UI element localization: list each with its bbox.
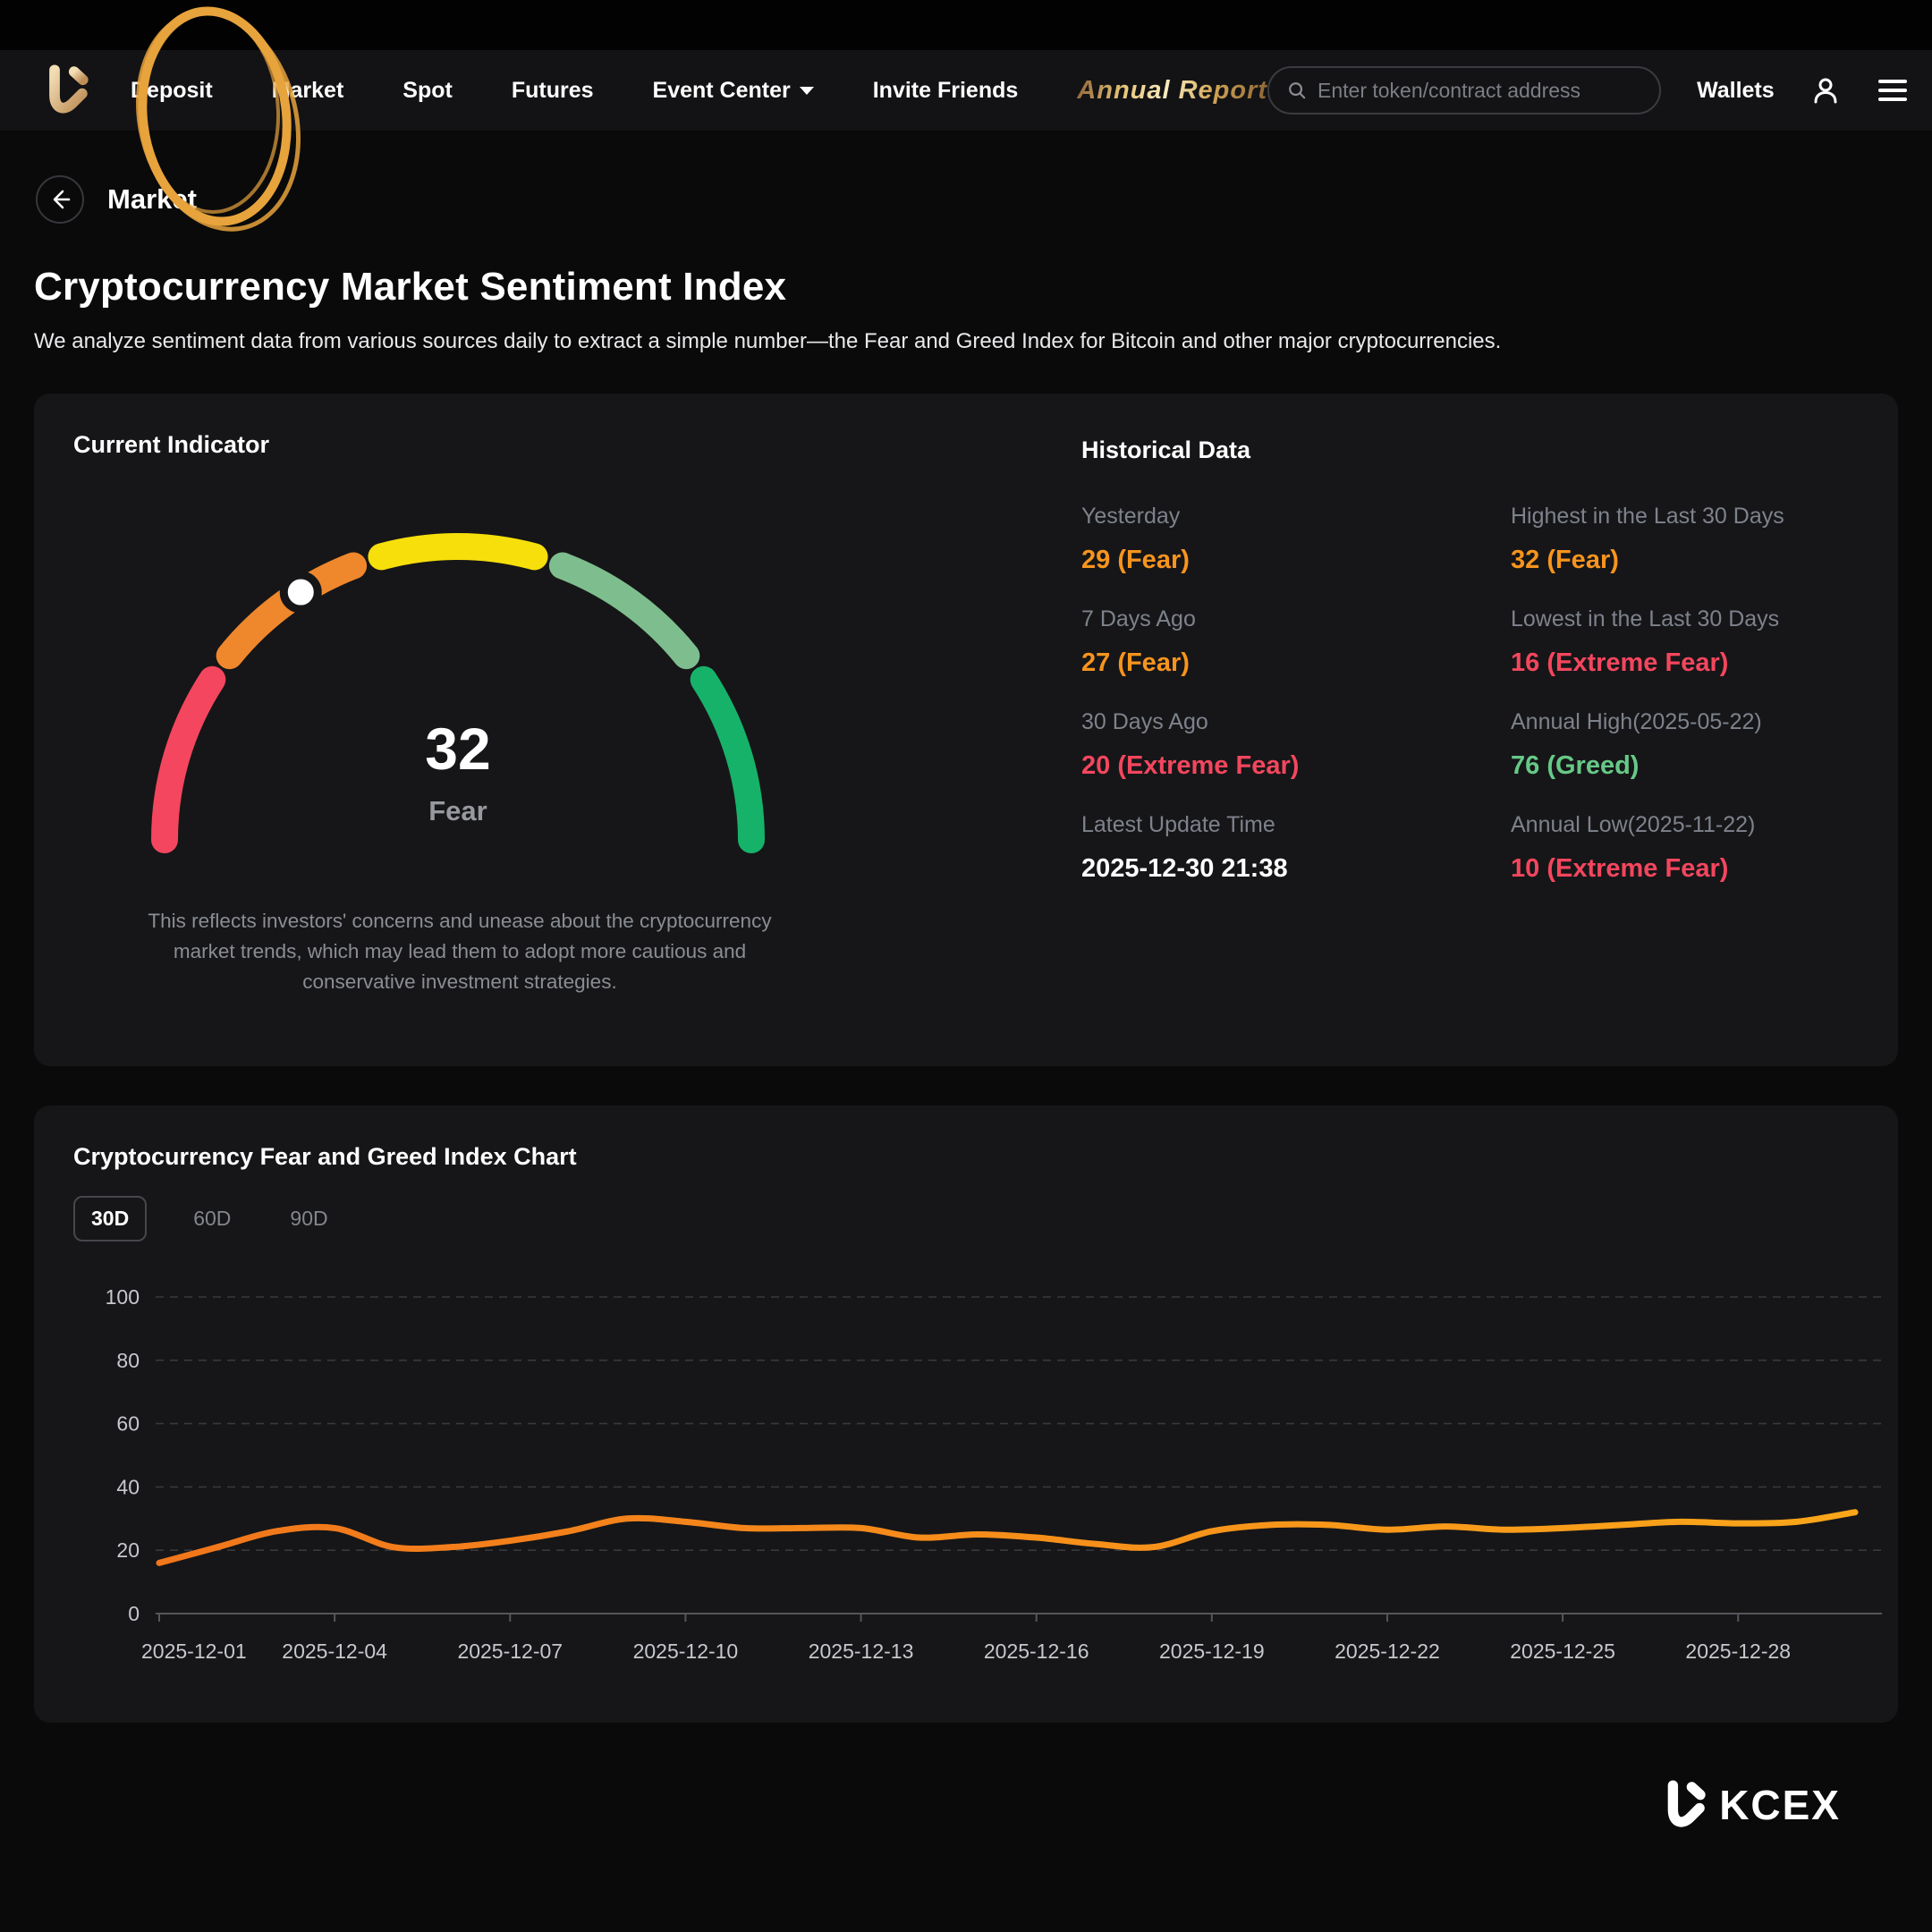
gauge-description: This reflects investors' concerns and un… xyxy=(148,910,772,993)
gauge-value: 32 xyxy=(425,716,491,782)
arrow-left-icon xyxy=(53,190,71,209)
chart-range-tabs: 30D 60D 90D xyxy=(73,1196,1859,1241)
historical-value: 27 (Fear) xyxy=(1081,648,1190,677)
historical-label: 30 Days Ago xyxy=(1081,709,1208,734)
tab-60d[interactable]: 60D xyxy=(181,1198,243,1240)
footer-brand-text: KCEX xyxy=(1719,1782,1841,1828)
historical-value: 16 (Extreme Fear) xyxy=(1511,648,1729,677)
historical-value: 2025-12-30 21:38 xyxy=(1081,854,1288,883)
chart-title: Cryptocurrency Fear and Greed Index Char… xyxy=(73,1143,577,1170)
historical-label: Yesterday xyxy=(1081,504,1181,529)
svg-text:60: 60 xyxy=(116,1412,140,1436)
annual-report-link[interactable]: Annual Report xyxy=(1077,75,1268,105)
gauge-arc xyxy=(151,533,765,853)
search-icon xyxy=(1289,82,1306,99)
historical-data-section: Historical Data Yesterday 29 (Fear) 7 Da… xyxy=(936,431,1859,1029)
svg-text:2025-12-07: 2025-12-07 xyxy=(457,1640,563,1663)
historical-data-grid: Yesterday 29 (Fear) 7 Days Ago 27 (Fear)… xyxy=(1081,504,1859,915)
historical-label: Latest Update Time xyxy=(1081,812,1275,837)
page-footer: KCEX xyxy=(34,1723,1898,1830)
nav-right-group: Wallets xyxy=(1267,66,1909,114)
historical-item: Annual High(2025-05-22) 76 (Greed) xyxy=(1511,709,1859,781)
wallets-link[interactable]: Wallets xyxy=(1697,77,1775,103)
top-strip xyxy=(0,0,1932,50)
historical-item: Latest Update Time 2025-12-30 21:38 xyxy=(1081,812,1511,884)
svg-text:100: 100 xyxy=(106,1285,140,1309)
svg-text:2025-12-16: 2025-12-16 xyxy=(984,1640,1089,1663)
fear-greed-line-chart: 0 20 40 60 80 100 2025-12-01 2025-12-04 2025-12-… xyxy=(106,1285,1882,1663)
back-button[interactable] xyxy=(36,175,84,224)
nav-item-label: Futures xyxy=(511,77,594,103)
top-navigation: Deposit Market Spot Futures Event Center… xyxy=(0,50,1932,131)
svg-text:2025-12-28: 2025-12-28 xyxy=(1685,1640,1791,1663)
nav-item-label: Market xyxy=(271,77,344,103)
historical-label: Highest in the Last 30 Days xyxy=(1511,504,1784,529)
nav-item-market[interactable]: Market xyxy=(272,78,344,104)
kcex-footer-logo-icon xyxy=(1667,1780,1706,1827)
tab-30d[interactable]: 30D xyxy=(73,1196,148,1241)
gauge-readout: 32 Fear xyxy=(123,715,793,827)
search-input[interactable] xyxy=(1318,78,1642,103)
svg-text:2025-12-25: 2025-12-25 xyxy=(1510,1640,1615,1663)
current-indicator-title: Current Indicator xyxy=(73,431,270,458)
page-title: Cryptocurrency Market Sentiment Index xyxy=(34,265,787,309)
fear-greed-chart-card: Cryptocurrency Fear and Greed Index Char… xyxy=(34,1106,1898,1723)
historical-value: 20 (Extreme Fear) xyxy=(1081,751,1300,780)
nav-item-label: Deposit xyxy=(131,77,213,103)
chevron-down-icon xyxy=(799,86,814,95)
current-indicator-section: Current Indicator 32 Fear This reflects … xyxy=(73,431,936,1029)
breadcrumb: Market xyxy=(36,175,1898,224)
svg-text:0: 0 xyxy=(128,1602,140,1625)
fear-greed-gauge: 32 Fear xyxy=(123,511,793,870)
svg-text:20: 20 xyxy=(116,1538,140,1562)
historical-column-left: Yesterday 29 (Fear) 7 Days Ago 27 (Fear)… xyxy=(1081,504,1511,915)
historical-column-right: Highest in the Last 30 Days 32 (Fear) Lo… xyxy=(1511,504,1859,915)
nav-item-label: Event Center xyxy=(652,77,791,103)
svg-text:2025-12-04: 2025-12-04 xyxy=(282,1640,387,1663)
tab-90d[interactable]: 90D xyxy=(277,1198,340,1240)
historical-label: 7 Days Ago xyxy=(1081,606,1196,631)
svg-text:40: 40 xyxy=(116,1475,140,1498)
svg-text:2025-12-22: 2025-12-22 xyxy=(1335,1640,1440,1663)
user-account-icon[interactable] xyxy=(1810,75,1841,106)
gauge-sentiment-label: Fear xyxy=(428,795,487,826)
historical-item: 7 Days Ago 27 (Fear) xyxy=(1081,606,1511,678)
svg-text:2025-12-10: 2025-12-10 xyxy=(633,1640,739,1663)
nav-item-event-center[interactable]: Event Center xyxy=(653,78,814,104)
historical-label: Annual Low(2025-11-22) xyxy=(1511,812,1756,837)
historical-item: Annual Low(2025-11-22) 10 (Extreme Fear) xyxy=(1511,812,1859,884)
historical-item: Highest in the Last 30 Days 32 (Fear) xyxy=(1511,504,1859,575)
historical-data-title: Historical Data xyxy=(1081,436,1251,463)
nav-item-deposit[interactable]: Deposit xyxy=(131,78,213,104)
svg-text:2025-12-13: 2025-12-13 xyxy=(809,1640,914,1663)
historical-label: Lowest in the Last 30 Days xyxy=(1511,606,1780,631)
historical-item: Lowest in the Last 30 Days 16 (Extreme F… xyxy=(1511,606,1859,678)
token-search[interactable] xyxy=(1267,66,1662,114)
historical-value: 32 (Fear) xyxy=(1511,546,1619,574)
sentiment-indicator-card: Current Indicator 32 Fear This reflects … xyxy=(34,394,1898,1066)
page-description: We analyze sentiment data from various s… xyxy=(34,329,1502,353)
nav-menu: Deposit Market Spot Futures Event Center… xyxy=(131,78,1018,104)
nav-item-label: Spot xyxy=(402,77,453,103)
historical-item: 30 Days Ago 20 (Extreme Fear) xyxy=(1081,709,1511,781)
historical-label: Annual High(2025-05-22) xyxy=(1511,709,1762,734)
nav-item-futures[interactable]: Futures xyxy=(512,78,594,104)
historical-value: 10 (Extreme Fear) xyxy=(1511,854,1729,883)
nav-item-invite-friends[interactable]: Invite Friends xyxy=(873,78,1019,104)
nav-item-label: Invite Friends xyxy=(872,77,1019,103)
svg-text:80: 80 xyxy=(116,1349,140,1372)
historical-value: 29 (Fear) xyxy=(1081,546,1190,574)
historical-item: Yesterday 29 (Fear) xyxy=(1081,504,1511,575)
historical-value: 76 (Greed) xyxy=(1511,751,1640,780)
breadcrumb-title: Market xyxy=(107,183,197,215)
nav-item-spot[interactable]: Spot xyxy=(402,78,453,104)
svg-text:2025-12-19: 2025-12-19 xyxy=(1159,1640,1265,1663)
svg-text:2025-12-01: 2025-12-01 xyxy=(141,1640,247,1663)
kcex-logo-icon[interactable] xyxy=(38,64,89,116)
hamburger-menu-icon[interactable] xyxy=(1877,77,1909,104)
